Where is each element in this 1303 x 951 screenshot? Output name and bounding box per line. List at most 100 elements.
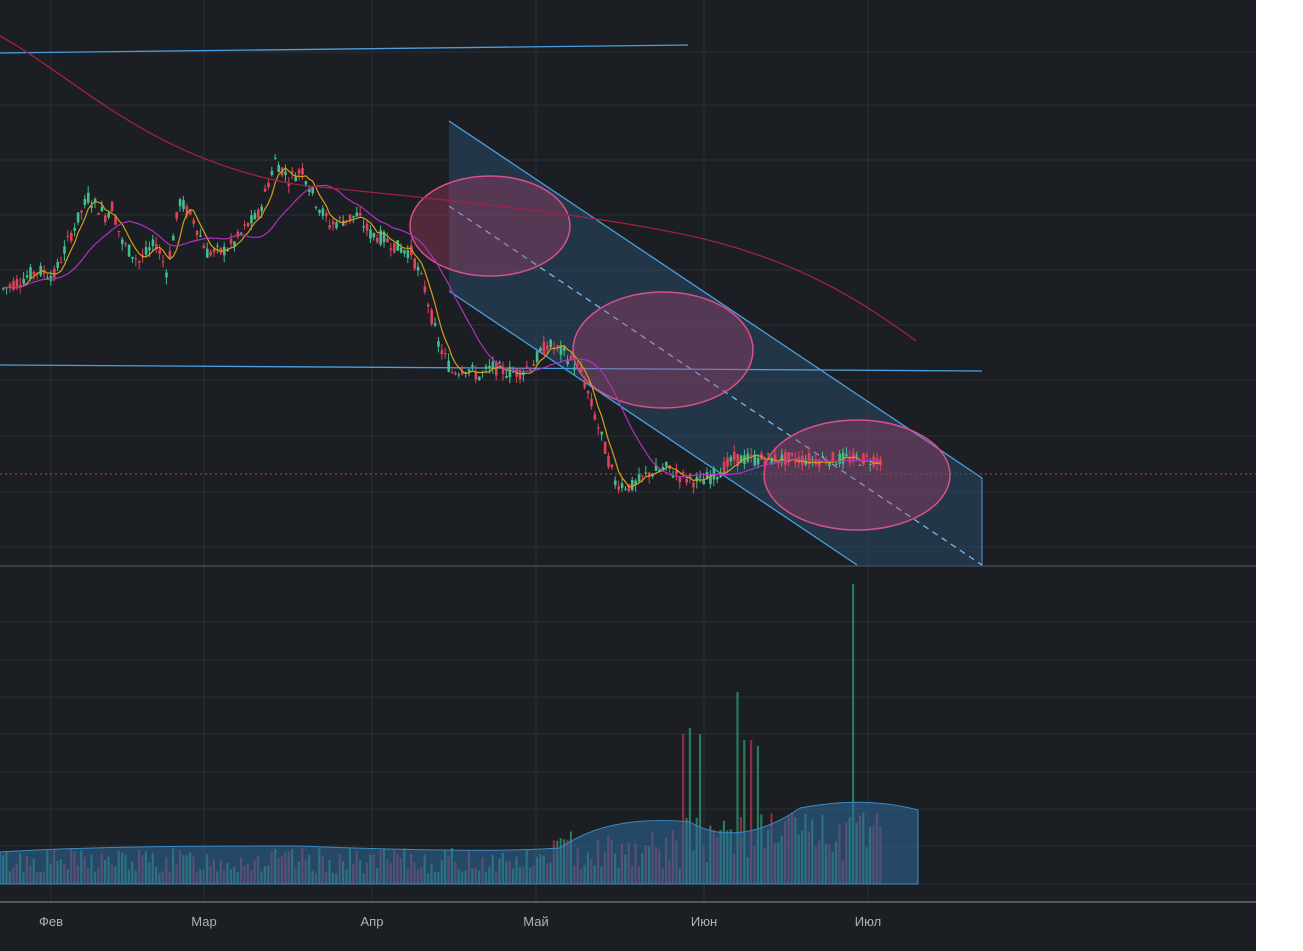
x-tick-label: Фев	[39, 914, 63, 929]
candle-body	[600, 431, 603, 435]
candle-body	[138, 260, 141, 263]
candle-body	[56, 261, 59, 268]
candle-body	[396, 240, 399, 251]
price-volume-chart[interactable]: Фев Мар Апр Май Июн Июл	[0, 0, 1256, 951]
candle-body	[117, 231, 121, 233]
candle-body	[719, 472, 722, 478]
candle-body	[858, 464, 862, 466]
ma-fast-line	[3, 167, 881, 488]
candle-body	[763, 460, 767, 467]
candle-body	[488, 365, 491, 369]
candle-body	[566, 359, 569, 365]
candle-body	[705, 472, 709, 480]
candle-body	[107, 212, 110, 218]
candle-body	[743, 455, 746, 465]
candle-body	[753, 455, 756, 466]
candle-body	[437, 341, 440, 347]
candle-body	[291, 171, 294, 173]
candle-body	[828, 461, 831, 467]
candle-body	[586, 390, 590, 394]
candle-body	[328, 225, 331, 229]
candle-body	[386, 238, 389, 243]
candle-body	[212, 248, 216, 253]
candle-body	[474, 372, 478, 380]
candle-body	[83, 198, 87, 206]
candle-body	[175, 212, 178, 219]
candle-body	[583, 381, 586, 388]
candle-body	[525, 366, 529, 368]
candle-body	[104, 215, 107, 222]
consolidation-ellipse	[763, 419, 951, 531]
candle-body	[161, 261, 165, 263]
candle-body	[750, 454, 753, 456]
candle-body	[699, 476, 702, 478]
candle-body	[134, 258, 138, 260]
candle-body	[202, 245, 206, 249]
candle-body	[90, 205, 93, 208]
candle-body	[546, 345, 549, 350]
candle-body	[355, 212, 359, 217]
x-tick-label: Июл	[855, 914, 881, 929]
channel-lower-line	[448, 290, 858, 566]
candle-body	[879, 459, 882, 466]
candle-body	[168, 251, 172, 259]
volume-bar	[743, 740, 746, 884]
candle-body	[243, 224, 246, 226]
candle-body	[240, 232, 243, 234]
candle-body	[66, 235, 70, 237]
candle-body	[382, 231, 386, 243]
candle-body	[471, 365, 474, 367]
channel-mid-line	[448, 205, 983, 566]
candle-body	[869, 463, 872, 465]
volume-bar	[699, 734, 702, 884]
horizontal-level-upper	[0, 44, 689, 54]
chart-panel[interactable]: Фев Мар Апр Май Июн Июл	[0, 0, 1256, 951]
candle-body	[641, 475, 644, 477]
candle-body	[617, 486, 620, 490]
volume-bar	[736, 692, 739, 884]
candle-body	[331, 221, 335, 225]
candle-body	[76, 212, 80, 223]
candle-body	[304, 181, 308, 185]
candle-body	[410, 245, 413, 256]
candle-body	[430, 309, 433, 324]
candle-body	[70, 232, 73, 241]
candle-body	[73, 228, 76, 231]
candle-body	[127, 244, 131, 257]
candle-body	[529, 367, 532, 371]
candle-body	[267, 182, 270, 188]
candle-body	[12, 281, 15, 290]
candle-body	[580, 366, 583, 372]
candle-body	[444, 353, 447, 355]
candle-body	[807, 453, 811, 464]
candle-body	[124, 243, 127, 245]
x-tick-label: Май	[523, 914, 548, 929]
candle-body	[573, 367, 576, 370]
candle-body	[284, 171, 287, 175]
candle-body	[297, 169, 301, 174]
candle-body	[457, 374, 461, 376]
candle-body	[702, 480, 705, 485]
candle-body	[773, 454, 777, 463]
candle-body	[182, 200, 185, 210]
candle-body	[603, 442, 607, 454]
candle-body	[19, 284, 22, 287]
candle-body	[270, 170, 274, 176]
candle-body	[148, 247, 151, 251]
candle-body	[729, 456, 733, 462]
candle-body	[855, 455, 858, 457]
candle-body	[114, 216, 117, 225]
candle-body	[678, 476, 682, 483]
time-axis: Фев Мар Апр Май Июн Июл	[39, 914, 881, 929]
candle-body	[97, 212, 100, 215]
candle-body	[454, 372, 457, 375]
candle-body	[654, 465, 658, 471]
candle-body	[767, 453, 770, 455]
candle-body	[549, 339, 552, 348]
candle-body	[824, 462, 828, 464]
candle-body	[49, 275, 53, 281]
candle-body	[627, 484, 631, 492]
candle-body	[556, 345, 559, 347]
candle-body	[325, 213, 328, 217]
candle-body	[362, 226, 365, 228]
